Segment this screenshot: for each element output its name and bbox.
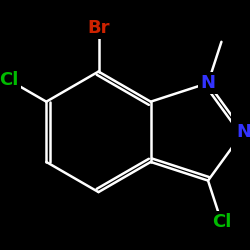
- Text: N: N: [236, 123, 250, 141]
- Text: N: N: [200, 74, 216, 92]
- Text: Cl: Cl: [212, 213, 231, 231]
- Text: Cl: Cl: [0, 71, 18, 89]
- Text: Br: Br: [87, 19, 110, 37]
